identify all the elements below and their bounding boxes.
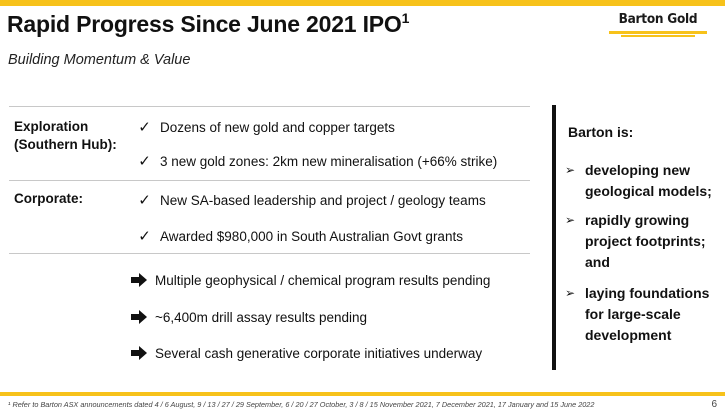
chevron-right-icon: ➢	[565, 286, 576, 300]
right-arrow-icon	[131, 310, 147, 324]
pending-item-text: Several cash generative corporate initia…	[155, 346, 483, 361]
sidebar-bullet-line: geological models;	[585, 183, 712, 199]
sidebar-bullet: ➢ rapidly growing project footprints; an…	[565, 210, 706, 273]
sidebar-bullet-line: and	[585, 254, 610, 270]
section-label-corporate: Corporate:	[14, 190, 83, 208]
logo-underline-secondary	[621, 35, 695, 37]
logo-text: Barton Gold	[618, 11, 698, 27]
pending-item: Several cash generative corporate initia…	[131, 345, 482, 363]
section-divider-middle	[9, 180, 530, 181]
sidebar-bullet-line: for large-scale	[585, 306, 681, 322]
checkmark-icon: ✓	[138, 153, 151, 170]
list-item-text: Dozens of new gold and copper targets	[160, 120, 395, 135]
chevron-right-icon: ➢	[565, 213, 576, 227]
bottom-accent-rule	[0, 392, 725, 396]
right-arrow-icon	[131, 346, 147, 360]
section-label-line: Exploration	[14, 119, 89, 134]
section-label-exploration: Exploration (Southern Hub):	[14, 118, 117, 154]
checkmark-icon: ✓	[138, 192, 151, 209]
checkmark-icon: ✓	[138, 119, 151, 136]
section-label-line: (Southern Hub):	[14, 137, 117, 152]
footnote: ¹ Refer to Barton ASX announcements date…	[8, 400, 595, 409]
logo-underline	[609, 31, 707, 34]
list-item: ✓ New SA-based leadership and project / g…	[136, 192, 486, 210]
sidebar-bullet-line: developing new	[585, 162, 691, 178]
barton-gold-logo: Barton Gold	[606, 7, 710, 37]
sidebar-heading: Barton is:	[568, 124, 634, 140]
slide-title-text: Rapid Progress Since June 2021 IPO	[7, 11, 402, 37]
checkmark-icon: ✓	[138, 228, 151, 245]
section-divider-bottom	[9, 253, 530, 254]
slide-title: Rapid Progress Since June 2021 IPO1	[7, 10, 410, 38]
list-item: ✓ Dozens of new gold and copper targets	[136, 119, 395, 137]
sidebar-divider-bar	[552, 105, 556, 370]
sidebar-bullet-line: development	[585, 327, 672, 343]
list-item: ✓ 3 new gold zones: 2km new mineralisatio…	[136, 153, 497, 171]
section-label-line: Corporate:	[14, 191, 84, 206]
sidebar-bullet-line: laying foundations	[585, 285, 710, 301]
page-number: 6	[711, 399, 717, 410]
list-item-text: New SA-based leadership and project / ge…	[160, 193, 486, 208]
right-arrow-icon	[131, 273, 147, 287]
section-divider-top	[9, 106, 530, 107]
title-footnote-marker: 1	[401, 10, 410, 26]
pending-item-text: Multiple geophysical / chemical program …	[155, 273, 491, 288]
sidebar-bullet-line: project footprints;	[585, 233, 706, 249]
pending-item-text: ~6,400m drill assay results pending	[155, 310, 367, 325]
list-item-text: 3 new gold zones: 2km new mineralisation…	[160, 154, 498, 169]
pending-item: Multiple geophysical / chemical program …	[131, 272, 490, 290]
sidebar-bullet: ➢ developing new geological models;	[565, 160, 712, 202]
sidebar-bullet: ➢ laying foundations for large-scale dev…	[565, 283, 709, 346]
slide-subtitle: Building Momentum & Value	[8, 52, 191, 68]
sidebar-bullet-line: rapidly growing	[585, 212, 690, 228]
list-item: ✓ Awarded $980,000 in South Australian Go…	[136, 228, 463, 246]
chevron-right-icon: ➢	[565, 163, 576, 177]
top-accent-rule	[0, 0, 725, 6]
list-item-text: Awarded $980,000 in South Australian Gov…	[160, 229, 463, 244]
pending-item: ~6,400m drill assay results pending	[131, 309, 367, 327]
